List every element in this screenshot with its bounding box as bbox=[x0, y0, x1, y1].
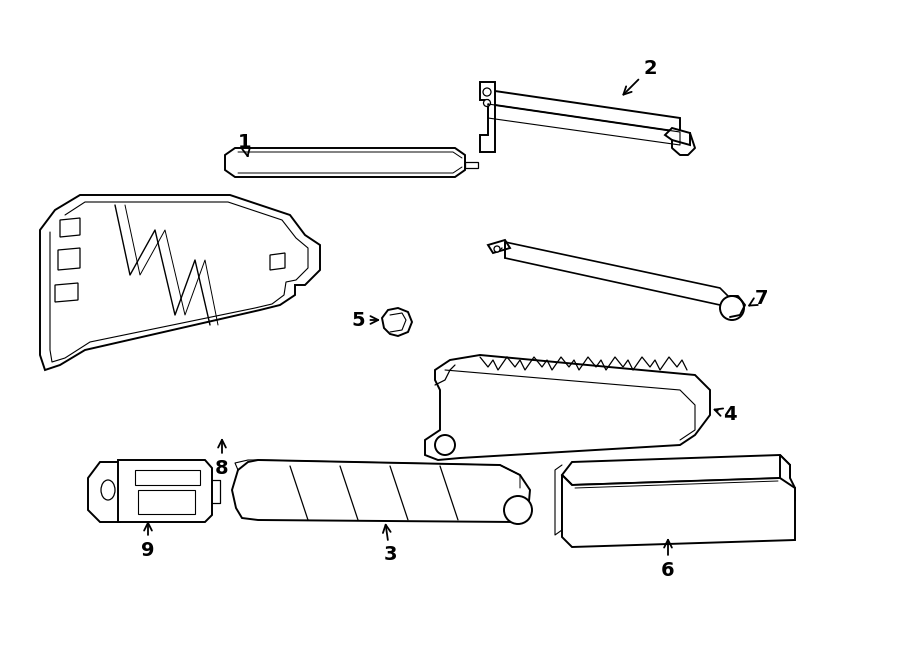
Polygon shape bbox=[88, 462, 120, 522]
Polygon shape bbox=[270, 253, 285, 270]
Circle shape bbox=[435, 435, 455, 455]
Circle shape bbox=[483, 88, 491, 96]
Text: 8: 8 bbox=[215, 440, 229, 477]
Circle shape bbox=[720, 296, 744, 320]
Text: 1: 1 bbox=[238, 134, 252, 156]
Circle shape bbox=[504, 496, 532, 524]
Text: 3: 3 bbox=[382, 525, 397, 564]
Polygon shape bbox=[780, 455, 795, 500]
Polygon shape bbox=[562, 475, 795, 547]
Polygon shape bbox=[562, 475, 572, 540]
Polygon shape bbox=[488, 240, 510, 253]
Text: 2: 2 bbox=[624, 59, 657, 95]
Polygon shape bbox=[382, 308, 412, 336]
Polygon shape bbox=[138, 490, 195, 514]
Text: 7: 7 bbox=[749, 288, 769, 307]
Polygon shape bbox=[60, 218, 80, 237]
Text: 4: 4 bbox=[715, 405, 737, 424]
Polygon shape bbox=[425, 355, 710, 460]
Polygon shape bbox=[118, 460, 212, 522]
Text: 6: 6 bbox=[662, 540, 675, 580]
Ellipse shape bbox=[101, 480, 115, 500]
Polygon shape bbox=[562, 455, 790, 485]
Polygon shape bbox=[480, 82, 495, 152]
Polygon shape bbox=[488, 90, 680, 132]
Polygon shape bbox=[135, 470, 200, 485]
Circle shape bbox=[494, 246, 500, 252]
Circle shape bbox=[483, 100, 490, 106]
Polygon shape bbox=[225, 148, 465, 177]
Polygon shape bbox=[465, 162, 478, 168]
Polygon shape bbox=[58, 248, 80, 270]
Text: 5: 5 bbox=[351, 311, 378, 329]
Polygon shape bbox=[55, 283, 78, 302]
Polygon shape bbox=[232, 460, 530, 522]
Polygon shape bbox=[40, 195, 320, 370]
Polygon shape bbox=[665, 128, 690, 145]
Text: 9: 9 bbox=[141, 523, 155, 559]
